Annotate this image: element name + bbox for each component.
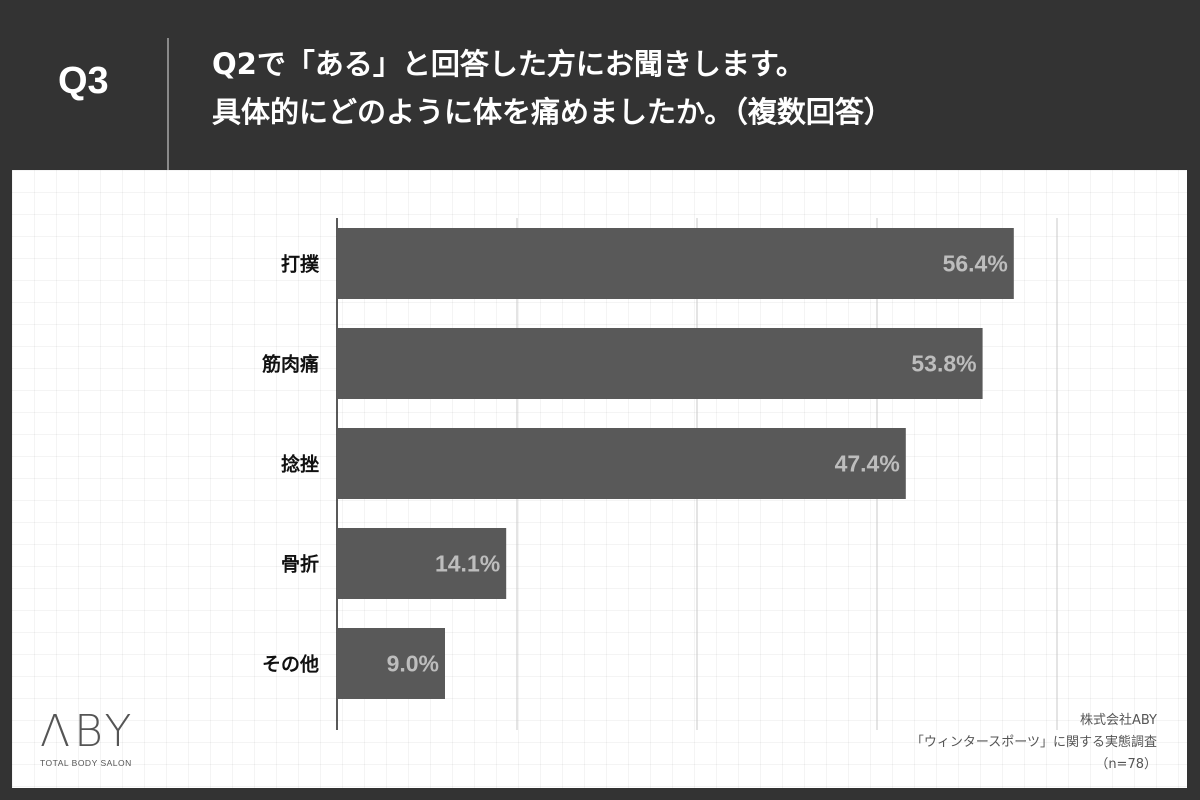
bar-value-label-4: 9.0%: [387, 651, 439, 677]
logo-subtitle: TOTAL BODY SALON: [40, 758, 132, 768]
bar-0: [337, 228, 1014, 299]
bar-value-label-0: 56.4%: [943, 251, 1008, 277]
question-title-line1: Q2で「ある」と回答した方にお聞きします。: [212, 47, 805, 81]
aby-logo: ΛBY TOTAL BODY SALON: [40, 708, 150, 778]
question-number: Q3: [58, 60, 109, 102]
bar-1: [337, 328, 983, 399]
category-label-1: 筋肉痛: [262, 353, 319, 376]
question-title-line2: 具体的にどのように体を痛めましたか。（複数回答）: [212, 95, 893, 129]
logo-mark: ΛBY: [40, 706, 136, 757]
category-label-0: 打撲: [281, 253, 320, 276]
bar-chart: 56.4% 打撲 53.8% 筋肉痛 47.4% 捻挫 14.1% 骨折 9.0% その他: [262, 218, 1058, 730]
bar-2: [337, 428, 906, 499]
category-label-2: 捻挫: [281, 453, 319, 476]
header-divider: [167, 38, 169, 170]
question-title: Q2で「ある」と回答した方にお聞きします。 具体的にどのように体を痛めましたか。…: [212, 40, 893, 136]
chart-panel: 56.4% 打撲 53.8% 筋肉痛 47.4% 捻挫 14.1% 骨折 9.0% その他 ΛBY…: [12, 170, 1187, 788]
category-label-4: その他: [262, 653, 319, 676]
source-sample-size: （n=78）: [1095, 757, 1157, 772]
source-note: 株式会社ABY 「ウィンタースポーツ」に関する実態調査 （n=78）: [911, 710, 1157, 776]
header: Q3 Q2で「ある」と回答した方にお聞きします。 具体的にどのように体を痛めまし…: [0, 0, 1200, 170]
bar-4: [337, 628, 445, 699]
source-company: 株式会社ABY: [1079, 713, 1157, 728]
bar-value-label-1: 53.8%: [911, 351, 976, 377]
bar-3: [337, 528, 507, 599]
source-survey: 「ウィンタースポーツ」に関する実態調査: [910, 735, 1157, 750]
bar-value-label-3: 14.1%: [435, 551, 500, 577]
bar-value-label-2: 47.4%: [835, 451, 900, 477]
category-label-3: 骨折: [281, 554, 319, 576]
